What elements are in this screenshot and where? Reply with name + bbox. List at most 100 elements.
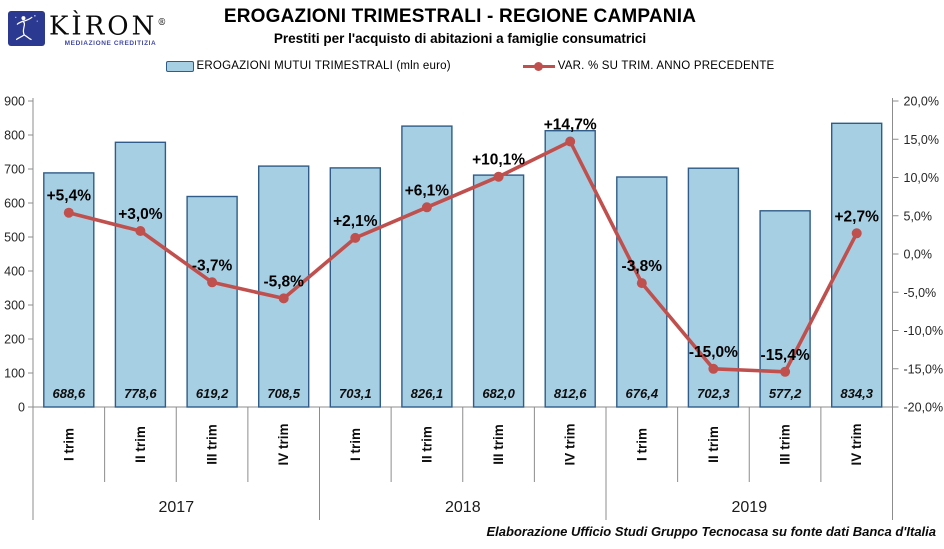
line-marker [421, 202, 432, 213]
line-marker [135, 226, 146, 236]
svg-text:-5,8%: -5,8% [263, 273, 304, 290]
svg-text:900: 900 [4, 95, 25, 109]
source-note: Elaborazione Ufficio Studi Gruppo Tecnoc… [486, 524, 937, 539]
svg-text:I trim: I trim [348, 428, 363, 461]
svg-text:I trim: I trim [61, 428, 76, 461]
chart-subtitle: Prestiti per l'acquisto di abitazioni a … [273, 31, 647, 46]
svg-text:IV trim: IV trim [849, 423, 864, 465]
kiron-dancer-icon [11, 12, 42, 46]
svg-text:5,0%: 5,0% [904, 209, 933, 223]
svg-text:+14,7%: +14,7% [544, 117, 597, 134]
svg-text:812,6: 812,6 [554, 386, 587, 401]
svg-text:20,0%: 20,0% [904, 95, 939, 109]
svg-text:III trim: III trim [491, 424, 506, 465]
svg-text:702,3: 702,3 [697, 386, 730, 401]
svg-text:I trim: I trim [634, 428, 649, 461]
svg-text:+6,1%: +6,1% [405, 182, 450, 199]
svg-text:+2,1%: +2,1% [333, 213, 378, 230]
legend-item-bars: EROGAZIONI MUTUI TRIMESTRALI (mln euro) [165, 60, 451, 72]
legend-bars-label: EROGAZIONI MUTUI TRIMESTRALI (mln euro) [196, 60, 451, 72]
kiron-wordmark: KÌRON® MEDIAZIONE CREDITIZIA [49, 8, 166, 47]
svg-text:II trim: II trim [133, 426, 148, 463]
svg-text:III trim: III trim [205, 424, 220, 465]
svg-text:703,1: 703,1 [339, 386, 372, 401]
bar [114, 141, 167, 408]
svg-text:400: 400 [4, 265, 25, 279]
var-line [63, 136, 862, 377]
bar [186, 195, 238, 408]
svg-text:834,3: 834,3 [840, 386, 873, 401]
svg-text:200: 200 [4, 333, 25, 347]
svg-text:688,6: 688,6 [53, 386, 86, 401]
line-marker [636, 278, 647, 289]
chart-legend: EROGAZIONI MUTUI TRIMESTRALI (mln euro) … [90, 60, 850, 72]
svg-text:2019: 2019 [732, 499, 768, 516]
bar [329, 167, 381, 408]
kiron-logo-mark [8, 11, 45, 46]
line-marker [493, 171, 504, 182]
svg-text:+2,7%: +2,7% [835, 208, 880, 225]
kiron-brand-text: KÌRON® [49, 11, 167, 42]
svg-text:-3,8%: -3,8% [622, 258, 663, 275]
svg-text:0,0%: 0,0% [904, 248, 933, 262]
line-point-labels: +5,4% +3,0% -3,7% -5,8% +2,1% +6,1% +10,1% +14,… [47, 117, 879, 364]
svg-text:+10,1%: +10,1% [472, 152, 525, 169]
svg-text:-5,0%: -5,0% [904, 286, 937, 300]
svg-text:676,4: 676,4 [626, 386, 659, 401]
kiron-logo: KÌRON® MEDIAZIONE CREDITIZIA [8, 8, 166, 47]
bar [472, 174, 525, 408]
svg-text:-15,0%: -15,0% [689, 344, 738, 361]
svg-text:III trim: III trim [778, 424, 793, 465]
svg-text:IV trim: IV trim [563, 423, 578, 465]
line-series-swatch-icon [522, 61, 555, 71]
svg-text:600: 600 [4, 197, 25, 211]
svg-text:300: 300 [4, 299, 25, 313]
svg-text:-10,0%: -10,0% [904, 324, 944, 338]
line-marker [350, 232, 361, 243]
quarter-labels: I trim II trim III trim IV trim I trim II tri… [61, 423, 864, 465]
svg-text:II trim: II trim [419, 426, 434, 463]
bar [401, 125, 453, 408]
svg-text:700: 700 [4, 163, 25, 177]
chart-header: EROGAZIONI TRIMESTRALI - REGIONE CAMPANI… [110, 6, 810, 46]
svg-text:826,1: 826,1 [411, 386, 444, 401]
svg-text:708,5: 708,5 [267, 386, 300, 401]
svg-text:+5,4%: +5,4% [47, 188, 92, 205]
bar [616, 176, 668, 408]
svg-text:800: 800 [4, 129, 25, 143]
svg-text:+3,0%: +3,0% [118, 206, 163, 223]
line-marker [207, 277, 218, 288]
line-marker [565, 136, 576, 147]
bars [43, 122, 883, 408]
svg-text:100: 100 [4, 367, 25, 381]
chart-title: EROGAZIONI TRIMESTRALI - REGIONE CAMPANI… [223, 6, 697, 27]
right-axis-labels: 20,0% 15,0% 10,0% 5,0% 0,0% -5,0% -10,0% -15,0%… [904, 95, 944, 415]
svg-text:500: 500 [4, 231, 25, 245]
svg-text:10,0%: 10,0% [904, 171, 939, 185]
svg-text:-3,7%: -3,7% [192, 257, 233, 274]
svg-text:0: 0 [18, 401, 25, 415]
legend-item-line: VAR. % SU TRIM. ANNO PRECEDENTE [522, 60, 775, 72]
line-marker [851, 228, 862, 239]
svg-text:II trim: II trim [706, 426, 721, 463]
svg-text:-20,0%: -20,0% [904, 401, 944, 415]
svg-text:2018: 2018 [445, 499, 481, 516]
svg-text:682,0: 682,0 [482, 386, 515, 401]
svg-text:577,2: 577,2 [769, 386, 802, 401]
svg-text:2017: 2017 [159, 499, 195, 516]
line-marker [278, 293, 289, 304]
line-marker [780, 366, 791, 377]
svg-text:15,0%: 15,0% [904, 133, 939, 147]
left-axis-labels: 900 800 700 600 500 400 300 200 100 0 [4, 95, 25, 415]
legend-line-label: VAR. % SU TRIM. ANNO PRECEDENTE [557, 60, 775, 72]
svg-text:619,2: 619,2 [196, 386, 229, 401]
bar-series-swatch-icon [165, 60, 194, 72]
bar [759, 210, 811, 408]
svg-text:-15,0%: -15,0% [904, 362, 944, 376]
svg-text:IV trim: IV trim [276, 423, 291, 465]
svg-text:-15,4%: -15,4% [761, 347, 810, 364]
registered-mark: ® [157, 18, 167, 28]
